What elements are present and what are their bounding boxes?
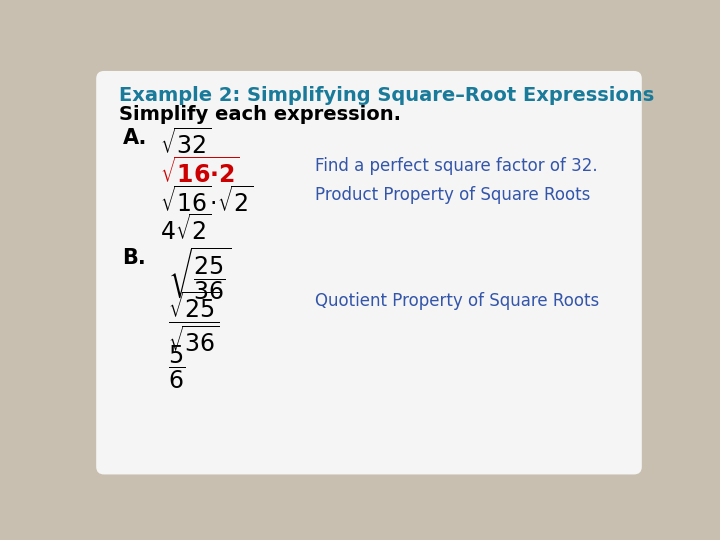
FancyBboxPatch shape (96, 71, 642, 475)
Text: $\dfrac{5}{6}$: $\dfrac{5}{6}$ (168, 343, 184, 391)
Text: A.: A. (122, 128, 147, 148)
Text: Product Property of Square Roots: Product Property of Square Roots (315, 186, 590, 205)
Text: $\dfrac{\sqrt{25}}{\sqrt{36}}$: $\dfrac{\sqrt{25}}{\sqrt{36}}$ (168, 289, 219, 354)
Text: Simplify each expression.: Simplify each expression. (120, 105, 402, 124)
Text: $\sqrt{32}$: $\sqrt{32}$ (160, 128, 212, 158)
Text: $\sqrt{\mathbf{16{\cdot}2}}$: $\sqrt{\mathbf{16{\cdot}2}}$ (160, 157, 240, 188)
Text: $\sqrt{\dfrac{25}{36}}$: $\sqrt{\dfrac{25}{36}}$ (168, 246, 231, 303)
Text: Quotient Property of Square Roots: Quotient Property of Square Roots (315, 292, 599, 310)
Text: $4\sqrt{2}$: $4\sqrt{2}$ (160, 214, 212, 245)
Text: Example 2: Simplifying Square–Root Expressions: Example 2: Simplifying Square–Root Expre… (120, 86, 654, 105)
Text: $\sqrt{16}{\cdot}\sqrt{2}$: $\sqrt{16}{\cdot}\sqrt{2}$ (160, 186, 253, 217)
Text: B.: B. (122, 248, 146, 268)
Text: Find a perfect square factor of 32.: Find a perfect square factor of 32. (315, 157, 598, 175)
